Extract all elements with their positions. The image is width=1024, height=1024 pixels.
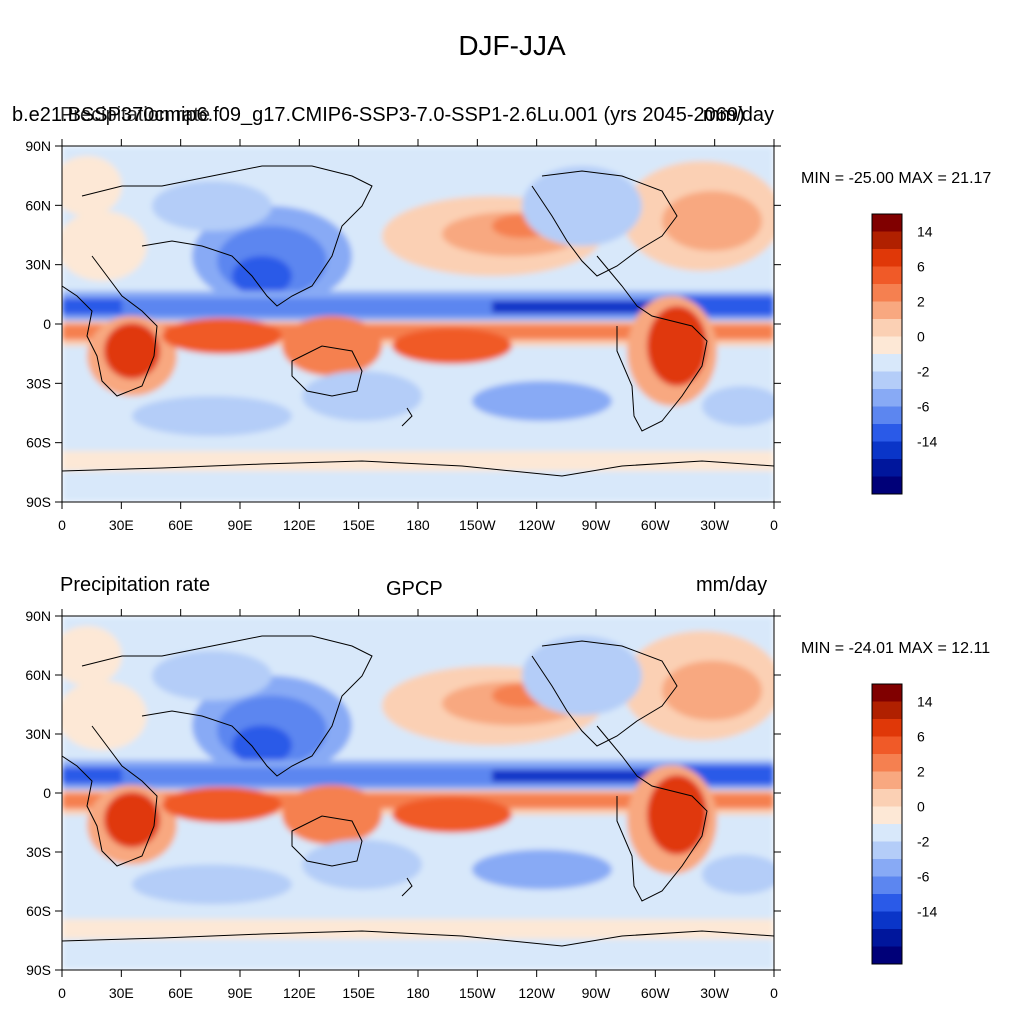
figure-title: DJF-JJA: [458, 30, 566, 61]
colorbar-label: 2: [917, 294, 925, 310]
colorbar-label: -2: [917, 834, 930, 850]
lat-tick-label: 60S: [26, 435, 51, 451]
lon-tick-label: 90W: [582, 985, 612, 1001]
colorbar-swatch: [872, 684, 902, 702]
lat-tick-label: 0: [43, 785, 51, 801]
colorbar-swatch: [872, 266, 902, 285]
colorbar-swatch: [872, 441, 902, 460]
colorbar-swatch: [872, 701, 902, 720]
lat-tick-label: 60N: [25, 197, 51, 213]
lon-tick-label: 90W: [582, 517, 612, 533]
colorbar-label: -6: [917, 869, 930, 885]
colorbar-swatch: [872, 389, 902, 407]
colorbar-label: -14: [917, 904, 937, 920]
lon-tick-label: 0: [58, 517, 66, 533]
colorbar-swatch: [872, 824, 902, 842]
colorbar-swatch: [872, 319, 902, 337]
lat-tick-label: 60S: [26, 903, 51, 919]
lat-tick-label: 30S: [26, 844, 51, 860]
lat-tick-label: 90S: [26, 962, 51, 978]
lon-tick-label: 150E: [342, 517, 375, 533]
colorbar-swatch: [872, 929, 902, 947]
lon-tick-label: 60W: [641, 985, 671, 1001]
colorbar-swatch: [872, 736, 902, 755]
panel2-variable-label: Precipitation rate: [60, 574, 211, 596]
colorbar-label: 14: [917, 694, 933, 710]
lon-tick-label: 90E: [228, 517, 253, 533]
panel1-case-label: b.e21.BSSP370cmip6.f09_g17.CMIP6-SSP3-7.…: [12, 104, 745, 126]
colorbar-swatch: [872, 371, 902, 390]
colorbar-outline: [871, 213, 903, 495]
lon-tick-label: 180: [406, 985, 430, 1001]
panel2-units-label: mm/day: [696, 574, 768, 596]
lon-tick-label: 120W: [518, 985, 555, 1001]
colorbar-swatch: [872, 771, 902, 790]
lon-tick-label: 30E: [109, 517, 134, 533]
colorbar-swatch: [872, 249, 902, 267]
colorbar-label: -6: [917, 399, 930, 415]
colorbar-swatch: [872, 214, 902, 232]
lon-tick-label: 0: [58, 985, 66, 1001]
panel2-minmax: MIN = -24.01 MAX = 12.11: [801, 640, 991, 657]
colorbar-swatch: [872, 876, 902, 895]
lon-tick-label: 150E: [342, 985, 375, 1001]
lon-tick-label: 90E: [228, 985, 253, 1001]
colorbar-outline: [871, 683, 903, 965]
colorbar-swatch: [872, 806, 902, 825]
colorbar-label: 0: [917, 329, 925, 345]
lat-tick-label: 30N: [25, 726, 51, 742]
lon-tick-label: 150W: [459, 985, 496, 1001]
colorbar-swatch: [872, 424, 902, 442]
colorbar-swatch: [872, 476, 902, 495]
colorbar-swatch: [872, 406, 902, 425]
lat-tick-label: 90S: [26, 494, 51, 510]
lat-tick-label: 90N: [25, 608, 51, 624]
colorbar-label: 6: [917, 259, 925, 275]
colorbar-label: -14: [917, 434, 937, 450]
colorbar-swatch: [872, 946, 902, 965]
colorbar-swatch: [872, 284, 902, 302]
lon-tick-label: 30W: [700, 517, 730, 533]
colorbar-swatch: [872, 911, 902, 930]
colorbar-swatch: [872, 459, 902, 477]
lon-tick-label: 180: [406, 517, 430, 533]
panel1-minmax: MIN = -25.00 MAX = 21.17: [801, 170, 992, 187]
lat-tick-label: 90N: [25, 138, 51, 154]
lon-tick-label: 30W: [700, 985, 730, 1001]
lat-tick-label: 0: [43, 316, 51, 332]
colorbar-swatch: [872, 719, 902, 737]
lon-tick-label: 120W: [518, 517, 555, 533]
colorbar-swatch: [872, 754, 902, 772]
lon-tick-label: 0: [770, 985, 778, 1001]
lon-tick-label: 60E: [168, 985, 193, 1001]
colorbar-label: 0: [917, 799, 925, 815]
lon-tick-label: 60W: [641, 517, 671, 533]
colorbar-label: 2: [917, 764, 925, 780]
panel1-units-label: mm/day: [702, 104, 774, 126]
lon-tick-label: 30E: [109, 985, 134, 1001]
lon-tick-label: 60E: [168, 517, 193, 533]
colorbar-swatch: [872, 789, 902, 807]
colorbar-label: 6: [917, 729, 925, 745]
colorbar-swatch: [872, 894, 902, 912]
colorbar-swatch: [872, 231, 902, 250]
lon-tick-label: 120E: [283, 985, 316, 1001]
colorbar-label: 14: [917, 224, 933, 240]
lon-tick-label: 150W: [459, 517, 496, 533]
lon-tick-label: 0: [770, 517, 778, 533]
colorbar-swatch: [872, 354, 902, 372]
lon-tick-label: 120E: [283, 517, 316, 533]
lat-tick-label: 30S: [26, 375, 51, 391]
lat-tick-label: 60N: [25, 667, 51, 683]
lat-tick-label: 30N: [25, 257, 51, 273]
panel1-variable-label: Precipitation rate: [60, 104, 211, 126]
colorbar-swatch: [872, 301, 902, 320]
colorbar-label: -2: [917, 364, 930, 380]
colorbar-swatch: [872, 336, 902, 355]
colorbar-swatch: [872, 841, 902, 860]
colorbar-swatch: [872, 859, 902, 877]
panel2-dataset-label: GPCP: [386, 578, 443, 600]
